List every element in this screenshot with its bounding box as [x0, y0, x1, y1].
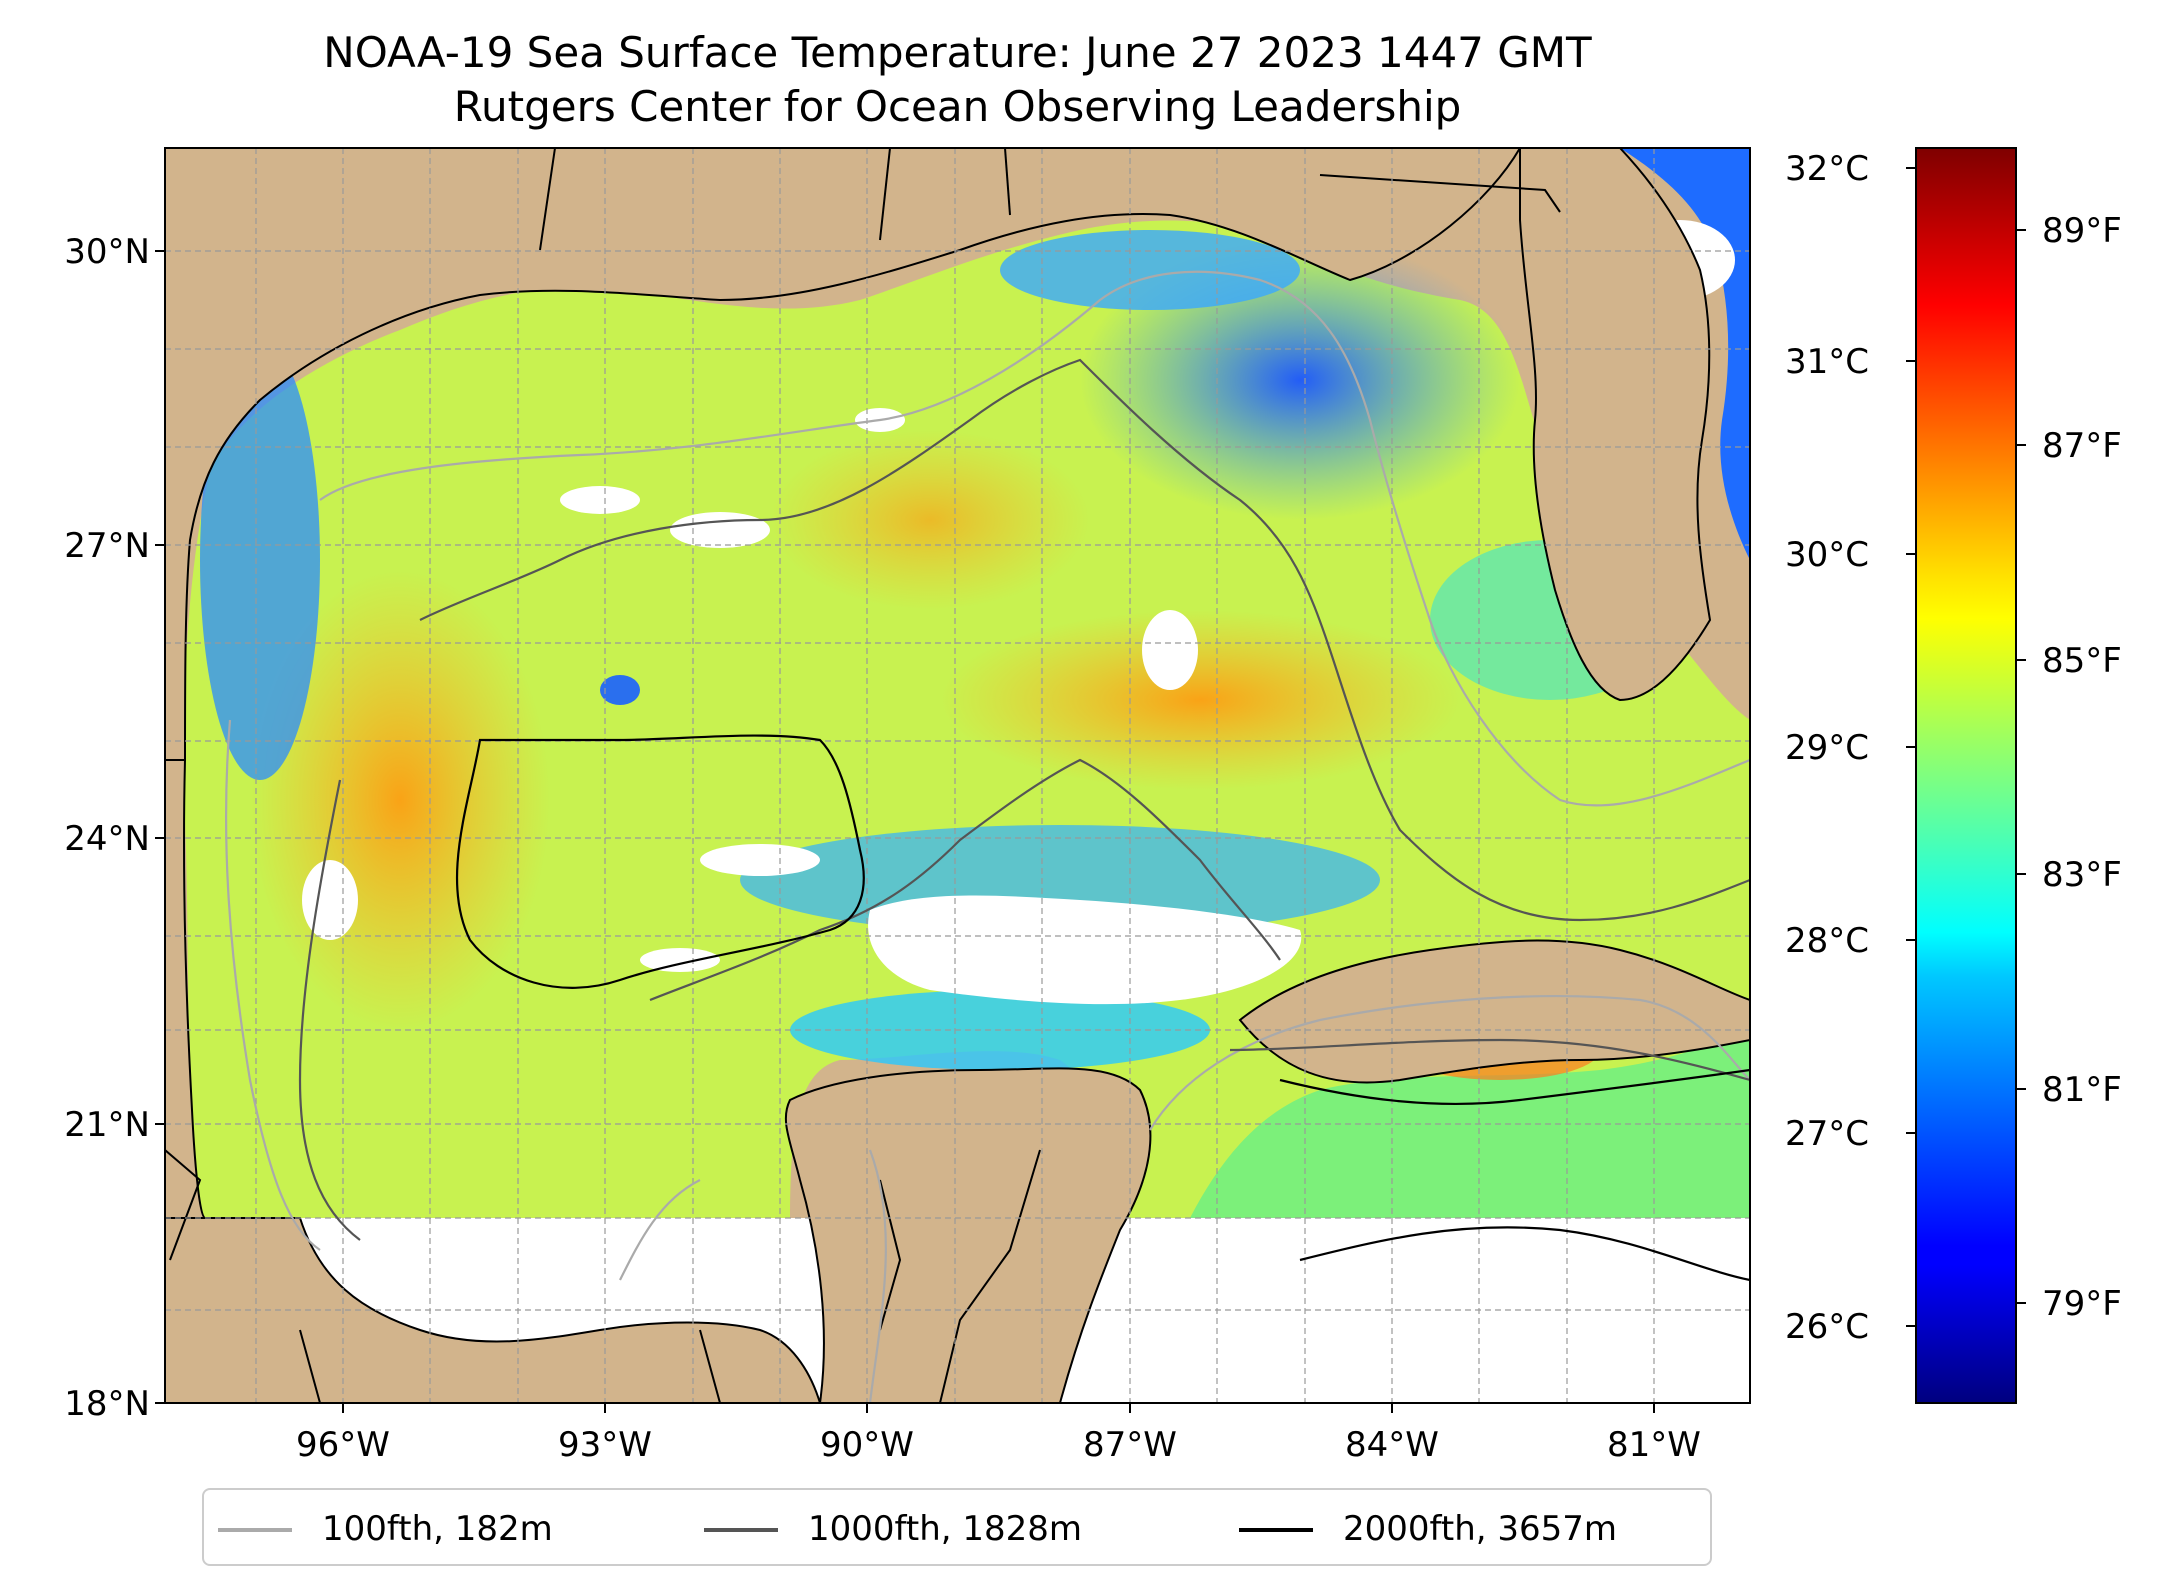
colorbar-label-30c: 30°C	[1785, 535, 1870, 575]
colorbar-label-27c: 27°C	[1785, 1114, 1870, 1154]
western-coast	[165, 759, 206, 1219]
lat-label-18n: 18°N	[64, 1384, 150, 1424]
landmasses	[165, 939, 1750, 1403]
lon-label-87w: 87°W	[1083, 1425, 1177, 1465]
colorbar-label-81f: 81°F	[2042, 1070, 2122, 1110]
colorbar-celsius-ticks	[1906, 167, 1916, 1327]
colorbar-label-28c: 28°C	[1785, 921, 1870, 961]
colorbar-label-32c: 32°C	[1785, 149, 1870, 189]
lat-ticks	[155, 250, 165, 1404]
lat-label-21n: 21°N	[64, 1105, 150, 1145]
colorbar-fahrenheit-ticks	[2016, 229, 2026, 1304]
colorbar-label-87f: 87°F	[2042, 426, 2122, 466]
legend-label-1000fth: 1000fth, 1828m	[808, 1509, 1083, 1549]
lat-label-30n: 30°N	[64, 232, 150, 272]
lon-label-84w: 84°W	[1345, 1425, 1439, 1465]
lon-label-90w: 90°W	[820, 1425, 914, 1465]
legend-label-2000fth: 2000fth, 3657m	[1343, 1509, 1618, 1549]
legend-swatch-100fth	[218, 1528, 292, 1532]
contour-100fth	[224, 270, 1750, 1403]
colorbar-label-26c: 26°C	[1785, 1307, 1870, 1347]
cloud-mask	[302, 220, 1735, 1005]
contour-1000fth	[298, 358, 1750, 1241]
lon-label-81w: 81°W	[1607, 1425, 1701, 1465]
lat-label-24n: 24°N	[64, 819, 150, 859]
colorbar-label-85f: 85°F	[2042, 641, 2122, 681]
contour-legend: 100fth, 182m 1000fth, 1828m 2000fth, 365…	[202, 1488, 1712, 1566]
bathymetry-contours	[224, 270, 1750, 1403]
northern-coast	[165, 148, 1522, 761]
political-borders	[165, 148, 1561, 1403]
lat-label-27n: 27°N	[64, 526, 150, 566]
colorbar-label-89f: 89°F	[2042, 211, 2122, 251]
gridlines	[165, 148, 1750, 1403]
map-title: NOAA-19 Sea Surface Temperature: June 27…	[323, 28, 1592, 77]
legend-label-100fth: 100fth, 182m	[322, 1509, 553, 1549]
colorbar	[1915, 147, 2017, 1404]
colorbar-label-83f: 83°F	[2042, 855, 2122, 895]
lon-label-93w: 93°W	[558, 1425, 652, 1465]
lon-label-96w: 96°W	[296, 1425, 390, 1465]
colorbar-label-29c: 29°C	[1785, 728, 1870, 768]
colorbar-label-31c: 31°C	[1785, 342, 1870, 382]
map-subtitle: Rutgers Center for Ocean Observing Leade…	[453, 82, 1462, 131]
contour-2000fth	[455, 734, 1750, 1282]
lon-ticks	[342, 1403, 1655, 1413]
legend-swatch-1000fth	[704, 1528, 778, 1532]
colorbar-label-79f: 79°F	[2042, 1284, 2122, 1324]
map-frame	[164, 147, 1751, 1404]
legend-swatch-2000fth	[1239, 1528, 1313, 1532]
